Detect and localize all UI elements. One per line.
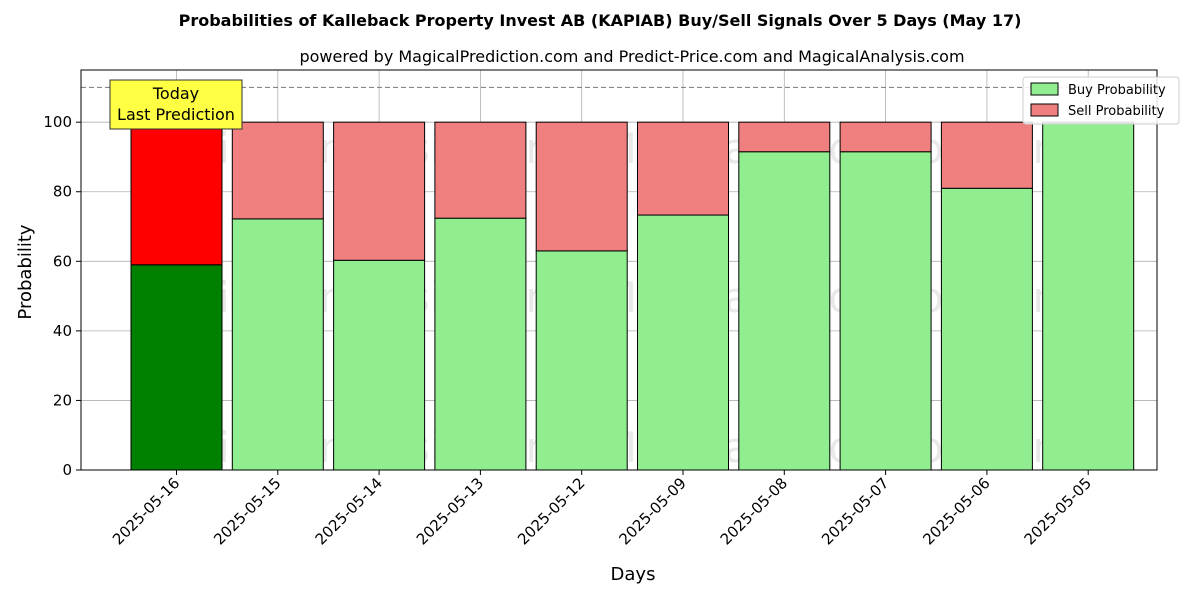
- legend: Buy Probability Sell Probability: [1022, 76, 1180, 125]
- legend-buy-label: Buy Probability: [1068, 83, 1166, 98]
- annotation-line2: Last Prediction: [117, 105, 235, 124]
- buy-bar: [231, 218, 324, 471]
- buy-bar: [130, 264, 223, 471]
- buy-bar: [535, 250, 628, 471]
- y-tick-label: 100: [43, 113, 72, 131]
- plot-frame: [80, 69, 1158, 471]
- x-tick-label: 2025-05-13: [413, 474, 487, 548]
- x-tick-label: 2025-05-16: [109, 474, 183, 548]
- sell-bar: [940, 121, 1033, 189]
- buy-bar: [1042, 121, 1135, 471]
- y-tick-label: 40: [53, 322, 72, 340]
- legend-buy-swatch: [1030, 82, 1059, 96]
- x-tick-label: 2025-05-05: [1021, 474, 1095, 548]
- bars: [130, 121, 1135, 471]
- chart-title: Probabilities of Kalleback Property Inve…: [179, 11, 1022, 30]
- buy-bar: [839, 151, 932, 471]
- sell-bar: [130, 121, 223, 266]
- x-tick-label: 2025-05-08: [717, 474, 791, 548]
- sell-bar: [637, 121, 729, 216]
- sell-bar: [839, 121, 932, 153]
- x-axis-ticks: 2025-05-16 2025-05-15 2025-05-14 2025-05-13…: [109, 470, 1095, 548]
- annotation-line1: Today: [152, 84, 199, 103]
- x-axis-label: Days: [611, 564, 656, 585]
- sell-bar: [738, 121, 831, 153]
- sell-bar: [333, 121, 426, 261]
- legend-sell-swatch: [1030, 103, 1059, 117]
- y-axis-ticks: 0 20 40 60 80 100: [43, 113, 81, 479]
- legend-frame: [1022, 76, 1180, 125]
- x-tick-label: 2025-05-12: [514, 474, 588, 548]
- buy-bar: [940, 187, 1033, 471]
- buy-bar: [333, 259, 426, 471]
- x-tick-label: 2025-05-14: [312, 474, 386, 548]
- x-tick-label: 2025-05-07: [818, 474, 892, 548]
- chart-subtitle: powered by MagicalPrediction.com and Pre…: [299, 47, 964, 66]
- annotation-today: Today Last Prediction: [109, 79, 243, 130]
- legend-sell-label: Sell Probability: [1068, 104, 1165, 119]
- sell-bar: [535, 121, 628, 252]
- y-axis-label: Probability: [15, 224, 36, 319]
- buy-bar: [637, 214, 729, 471]
- sell-bar: [231, 121, 324, 220]
- y-tick-label: 0: [62, 461, 72, 479]
- sell-bar: [434, 121, 527, 219]
- y-tick-label: 20: [53, 391, 72, 409]
- x-tick-label: 2025-05-15: [210, 474, 284, 548]
- x-tick-label: 2025-05-06: [919, 474, 993, 548]
- y-tick-label: 80: [53, 183, 72, 201]
- buy-bar: [738, 151, 831, 471]
- x-tick-label: 2025-05-09: [615, 474, 689, 548]
- y-tick-label: 60: [53, 252, 72, 270]
- buy-bar: [434, 217, 527, 471]
- annotation-box: [109, 79, 243, 130]
